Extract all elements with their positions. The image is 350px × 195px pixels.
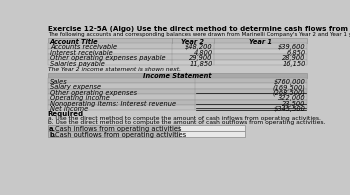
Text: Nonoperating items: Interest revenue: Nonoperating items: Interest revenue bbox=[50, 101, 176, 107]
Text: Operating income: Operating income bbox=[50, 95, 110, 101]
FancyBboxPatch shape bbox=[48, 125, 179, 131]
Text: $39,600: $39,600 bbox=[278, 44, 306, 50]
FancyBboxPatch shape bbox=[48, 60, 307, 65]
Text: 4,800: 4,800 bbox=[194, 50, 213, 56]
FancyBboxPatch shape bbox=[48, 105, 307, 110]
Text: 28,900: 28,900 bbox=[282, 55, 306, 61]
FancyBboxPatch shape bbox=[48, 38, 307, 43]
Text: $48,200: $48,200 bbox=[185, 44, 213, 50]
FancyBboxPatch shape bbox=[48, 89, 307, 94]
Text: Account Title: Account Title bbox=[49, 39, 98, 45]
Text: 6,850: 6,850 bbox=[287, 50, 306, 56]
FancyBboxPatch shape bbox=[48, 43, 307, 49]
Text: The Year 2 income statement is shown next.: The Year 2 income statement is shown nex… bbox=[48, 66, 181, 72]
Text: $345,500: $345,500 bbox=[274, 106, 306, 112]
Text: Year 1: Year 1 bbox=[249, 39, 272, 45]
Text: 23,500: 23,500 bbox=[282, 101, 306, 106]
Text: (169,500): (169,500) bbox=[273, 84, 306, 91]
FancyBboxPatch shape bbox=[48, 83, 307, 89]
Text: Exercise 12-5A (Algo) Use the direct method to determine cash flows from operati: Exercise 12-5A (Algo) Use the direct met… bbox=[48, 27, 350, 33]
Text: 29,900: 29,900 bbox=[189, 55, 213, 61]
FancyBboxPatch shape bbox=[48, 49, 307, 54]
Text: b. Use the direct method to compute the amount of cash outflows from operating a: b. Use the direct method to compute the … bbox=[48, 120, 325, 125]
Text: Sales: Sales bbox=[50, 79, 68, 85]
Text: Income Statement: Income Statement bbox=[143, 74, 212, 79]
Text: Other operating expenses: Other operating expenses bbox=[50, 90, 137, 96]
Text: Other operating expenses payable: Other operating expenses payable bbox=[50, 55, 166, 61]
FancyBboxPatch shape bbox=[179, 131, 245, 137]
Text: b.: b. bbox=[49, 132, 56, 138]
FancyBboxPatch shape bbox=[48, 100, 307, 105]
Text: Cash outflows from operating activities: Cash outflows from operating activities bbox=[55, 132, 186, 138]
Text: $760,000: $760,000 bbox=[274, 79, 306, 85]
Text: 11,850: 11,850 bbox=[189, 60, 213, 66]
Text: The following accounts and corresponding balances were drawn from Marinelli Comp: The following accounts and corresponding… bbox=[48, 32, 350, 37]
Text: a. Use the direct method to compute the amount of cash inflows from operating ac: a. Use the direct method to compute the … bbox=[48, 116, 321, 121]
Text: Salary expense: Salary expense bbox=[50, 84, 101, 90]
Text: Salaries payable: Salaries payable bbox=[50, 60, 105, 66]
Text: Cash inflows from operating activities: Cash inflows from operating activities bbox=[55, 126, 181, 132]
FancyBboxPatch shape bbox=[48, 94, 307, 100]
FancyBboxPatch shape bbox=[48, 73, 307, 78]
Text: Net income: Net income bbox=[50, 106, 88, 112]
Text: 322,000: 322,000 bbox=[278, 95, 306, 101]
Text: Interest receivable: Interest receivable bbox=[50, 50, 113, 56]
Text: Accounts receivable: Accounts receivable bbox=[50, 44, 117, 50]
Text: Year 2: Year 2 bbox=[181, 39, 204, 45]
Text: Required: Required bbox=[48, 111, 84, 117]
FancyBboxPatch shape bbox=[48, 131, 179, 137]
FancyBboxPatch shape bbox=[179, 125, 245, 131]
FancyBboxPatch shape bbox=[48, 78, 307, 83]
Text: 16,150: 16,150 bbox=[282, 60, 306, 66]
Text: (268,500): (268,500) bbox=[273, 90, 306, 96]
FancyBboxPatch shape bbox=[48, 54, 307, 60]
Text: a.: a. bbox=[49, 126, 56, 132]
